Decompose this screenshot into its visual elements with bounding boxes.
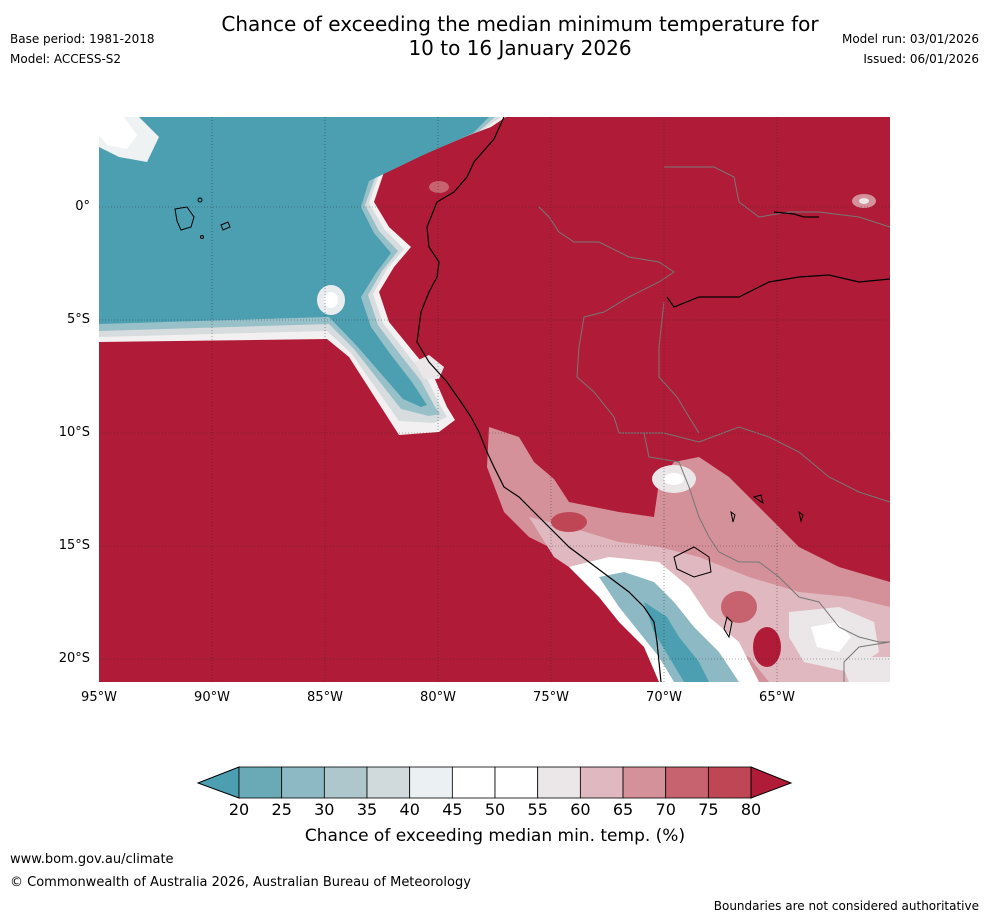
model-run: Model run: 03/01/2026 xyxy=(841,32,979,46)
colorbar-tick-55: 55 xyxy=(527,800,548,819)
colorbar-cell-c20_25 xyxy=(238,766,283,799)
colorbar-label: Chance of exceeding median min. temp. (%… xyxy=(304,826,686,846)
colorbar-cell-c60_65 xyxy=(579,766,624,799)
colorbar-tick-50: 50 xyxy=(484,800,506,819)
colorbar-arrow-high xyxy=(750,766,793,799)
lon-label-95w: 95°W xyxy=(81,690,117,705)
colorbar-tick-45: 45 xyxy=(442,800,463,819)
colorbar-tick-30: 30 xyxy=(314,800,335,819)
boundaries-disclaimer: Boundaries are not considered authoritat… xyxy=(713,899,979,913)
lat-label-10s: 10°S xyxy=(58,425,90,440)
coastal-fringe xyxy=(414,355,444,379)
lon-label-70w: 70°W xyxy=(646,690,682,705)
andes-mixed-region xyxy=(487,427,890,682)
colorbar-cell-c55_60 xyxy=(537,766,581,799)
website-link[interactable]: www.bom.gov.au/climate xyxy=(10,852,174,867)
colorbar-tick-20: 20 xyxy=(228,800,250,819)
lon-label-90w: 90°W xyxy=(194,690,230,705)
colorbar-tick-65: 65 xyxy=(612,800,634,819)
meta-right: Model run: 03/01/2026 Issued: 06/01/2026 xyxy=(842,29,979,69)
map-panel xyxy=(99,117,890,682)
colorbar-cell-c30_35 xyxy=(323,766,368,799)
graticule xyxy=(99,117,890,682)
colorbar-cell-c25_30 xyxy=(281,766,325,799)
lat-label-5s: 5°S xyxy=(66,312,90,327)
colorbar-tick-70: 70 xyxy=(655,800,676,819)
ecuador-patch xyxy=(429,181,449,193)
map-title: Chance of exceeding the median minimum t… xyxy=(150,12,890,60)
colorbar-cell-c70_75 xyxy=(665,766,709,799)
colorbar-tick-80: 80 xyxy=(740,800,762,819)
lon-label-85w: 85°W xyxy=(307,690,343,705)
model-name: Model: ACCESS-S2 xyxy=(10,52,122,66)
issued-date: Issued: 06/01/2026 xyxy=(863,52,979,66)
copyright-text: © Commonwealth of Australia 2026, Austra… xyxy=(10,875,471,890)
colorbar-tick-40: 40 xyxy=(399,800,420,819)
title-line-1: Chance of exceeding the median minimum t… xyxy=(221,12,819,36)
colorbar-cell-c65_70 xyxy=(622,766,667,799)
colorbar-tick-60: 60 xyxy=(570,800,591,819)
colorbar-cell-c75_80 xyxy=(707,766,752,799)
colorbar-tick-35: 35 xyxy=(356,800,378,819)
lon-label-65w: 65°W xyxy=(759,690,795,705)
colorbar-cell-c50_55 xyxy=(494,766,539,799)
map-svg xyxy=(99,117,890,682)
lat-label-20s: 20°S xyxy=(58,651,90,666)
colorbar-tick-25: 25 xyxy=(271,800,292,819)
colorbar-cell-c40_45 xyxy=(409,766,453,799)
lat-label-15s: 15°S xyxy=(58,538,90,553)
ocean-low-chance-region xyxy=(99,117,506,435)
title-line-2: 10 to 16 January 2026 xyxy=(408,36,632,60)
colorbar-tick-75: 75 xyxy=(698,800,719,819)
colorbar-arrow-low xyxy=(196,766,240,799)
base-period: Base period: 1981-2018 xyxy=(10,32,155,46)
meta-left: Base period: 1981-2018 Model: ACCESS-S2 xyxy=(10,29,155,69)
lat-label-0: 0° xyxy=(75,199,90,214)
colorbar-cell-c35_40 xyxy=(366,766,411,799)
colorbar xyxy=(196,766,793,799)
lon-label-80w: 80°W xyxy=(420,690,456,705)
lon-label-75w: 75°W xyxy=(533,690,569,705)
colorbar-cell-c45_50 xyxy=(451,766,496,799)
